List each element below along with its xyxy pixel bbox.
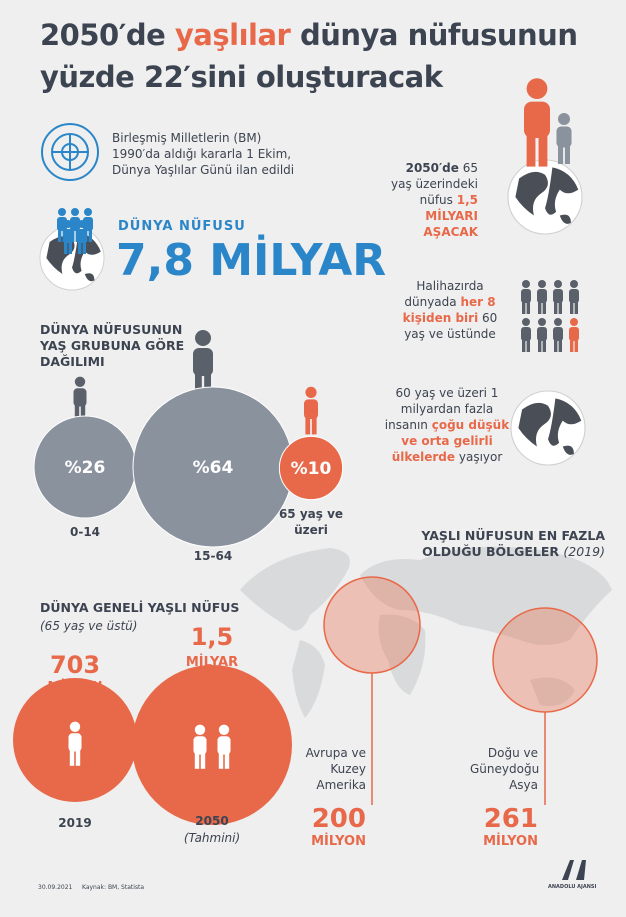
people-grid-icon	[521, 280, 579, 352]
age-label: %26	[65, 458, 106, 478]
fact: 60 yaş ve üzeri 1 milyardan fazla insanı…	[384, 385, 510, 465]
fact-highlight: her 8 kişiden biri	[402, 295, 496, 325]
age-group: 15-64	[193, 549, 233, 563]
un-note: Birleşmiş Milletlerin (BM) 1990′da aldığ…	[112, 131, 295, 177]
globe-icon	[511, 391, 585, 465]
fact: 2050′de 65 yaş üzerindeki nüfus 1,5 MİLY…	[388, 160, 478, 240]
elderly-number: 703	[49, 651, 101, 679]
population-value: 7,8 MİLYAR	[116, 235, 387, 286]
regions-year: (2019)	[563, 544, 605, 559]
region-name: Doğu ve Güneydoğu Asya	[470, 746, 540, 792]
fact-bold: 2050′de	[405, 161, 459, 175]
region-circle	[492, 607, 598, 713]
region-number: 261	[483, 804, 538, 834]
footer-date: 30.09.2021	[38, 884, 73, 891]
fact-highlight: 1,5 MİLYARI AŞACAK	[423, 193, 478, 239]
fact-text: yaşıyor	[458, 450, 503, 464]
fact-highlight: çoğu düşük ve orta gelirli ülkelerde	[391, 418, 510, 464]
region-name: Avrupa ve Kuzey Amerika	[305, 746, 366, 792]
regions-title: YAŞLI NÜFUSUN EN FAZLA OLDUĞU BÖLGELER	[421, 528, 605, 559]
age-circle	[278, 435, 344, 501]
globe-icon	[508, 160, 582, 234]
population-label: DÜNYA NÜFUSU	[118, 219, 246, 234]
elder-icon	[304, 386, 318, 435]
age-group: 65 yaş ve üzeri	[278, 507, 344, 537]
region-unit: MİLYON	[483, 834, 538, 849]
elderly-number: 1,5	[190, 623, 234, 651]
age-group: 0-14	[69, 525, 101, 539]
title-highlight: yaşlılar	[174, 18, 291, 52]
age-label: %10	[291, 459, 332, 479]
region-number: 200	[311, 804, 366, 834]
elderly-year: 2019	[58, 816, 92, 830]
section-title: YAŞLI NÜFUSUN EN FAZLA OLDUĞU BÖLGELER (…	[400, 528, 605, 560]
aa-logo	[562, 860, 586, 880]
fact-text: 60 yaş ve üstünde	[404, 311, 498, 341]
elderly-unit: MİLYON	[47, 680, 103, 695]
section-title: DÜNYA GENELİ YAŞLI NÜFUS	[40, 600, 240, 615]
footer-logo: ANADOLU AJANSI	[548, 884, 597, 890]
elderly-year: 2050	[195, 814, 229, 828]
world-map	[240, 546, 612, 718]
child-icon	[73, 376, 87, 421]
elderly-unit: MİLYAR	[185, 655, 239, 670]
age-label: %64	[193, 458, 234, 478]
elderly-note: (Tahmini)	[183, 831, 241, 845]
section-title: DÜNYA NÜFUSUNUN YAŞ GRUBUNA GÖRE DAĞILIM…	[40, 322, 185, 369]
footer-source: Kaynak: BM, Statista	[82, 884, 145, 891]
un-logo	[41, 123, 99, 181]
fact-text: 65 yaş üzerindeki nüfus	[391, 161, 478, 207]
region-unit: MİLYON	[311, 834, 366, 849]
title-part: dünya nüfusunun	[299, 18, 578, 52]
region-circle	[323, 576, 421, 674]
title-part: yüzde 22′sini oluşturacak	[40, 60, 443, 94]
section-subtitle: (65 yaş ve üstü)	[40, 619, 138, 633]
title-part: 2050′de	[40, 18, 166, 52]
fact-text: 60 yaş ve üzeri 1 milyardan fazla insanı…	[384, 386, 499, 432]
fact: Halihazırda dünyada her 8 kişiden biri 6…	[398, 278, 502, 342]
title: 2050′de yaşlılar dünya nüfusunun yüzde 2…	[40, 14, 578, 98]
fact-text: Halihazırda dünyada	[404, 279, 484, 309]
elderly-circle	[132, 665, 292, 825]
